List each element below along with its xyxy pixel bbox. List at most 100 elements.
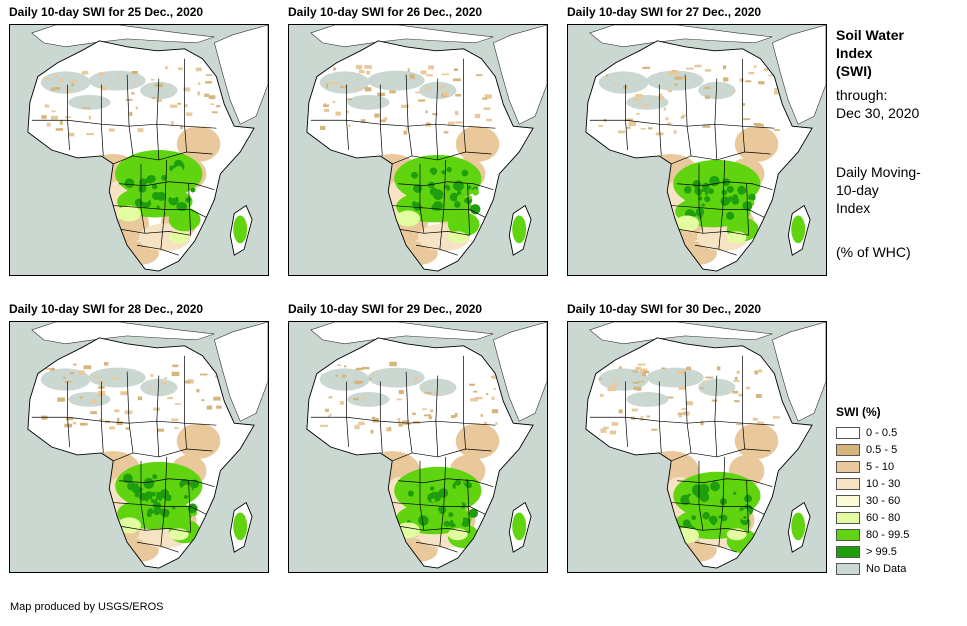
dry-speckle	[167, 396, 173, 400]
dry-speckle	[347, 98, 353, 101]
dry-speckle	[483, 107, 491, 111]
saturated-patch	[429, 486, 435, 491]
dry-speckle	[165, 66, 168, 70]
country-border	[679, 526, 749, 533]
dry-speckle	[475, 396, 483, 400]
dry-speckle	[50, 367, 55, 371]
dry-speckle	[774, 88, 778, 91]
country-border	[419, 163, 425, 234]
europe-landmass	[31, 322, 215, 345]
country-border	[121, 526, 191, 533]
saturated-patch	[748, 184, 754, 191]
dry-speckle	[377, 92, 386, 97]
country-border	[714, 375, 718, 457]
dry-speckle	[71, 82, 74, 87]
saturated-patch	[719, 498, 727, 506]
country-border	[658, 381, 662, 453]
dry-speckle	[677, 370, 686, 374]
dry-speckle	[215, 375, 219, 378]
country-border	[679, 229, 749, 236]
dry-speckle	[398, 389, 404, 395]
dry-speckle	[44, 104, 50, 108]
africa-map	[9, 321, 269, 573]
saturated-patch	[460, 517, 471, 527]
dry-speckle	[213, 396, 221, 401]
dry-speckle	[743, 118, 750, 121]
dry-speckle	[686, 67, 694, 70]
madagascar-coastline	[508, 501, 532, 553]
dry-speckle	[359, 69, 365, 74]
madagascar-coastline	[229, 501, 253, 553]
no-data-patch	[140, 378, 178, 397]
legend-swatch	[836, 511, 860, 524]
saturated-patch	[186, 177, 192, 183]
dry-speckle	[187, 379, 194, 384]
saturated-patch	[453, 500, 463, 510]
dry-speckle	[425, 110, 428, 114]
dry-speckle	[739, 78, 744, 82]
legend-swatch	[836, 443, 860, 456]
dry-speckle	[120, 391, 128, 396]
dry-speckle	[639, 368, 648, 373]
saturated-patch	[704, 196, 711, 203]
dry-speckle	[212, 111, 218, 114]
dry-region	[176, 126, 221, 162]
dry-speckle	[480, 414, 483, 417]
dry-speckle	[420, 70, 427, 75]
saturated-patch	[407, 490, 414, 497]
dry-speckle	[490, 363, 496, 368]
dry-speckle	[72, 421, 77, 425]
country-border	[346, 84, 349, 151]
madagascar-coastline	[787, 501, 811, 553]
dry-region	[734, 423, 779, 459]
dry-speckle	[742, 103, 746, 106]
middle-east-landmass	[214, 25, 268, 125]
dry-speckle	[348, 124, 351, 127]
saturated-patch	[152, 474, 158, 480]
dry-speckle	[344, 365, 347, 368]
madagascar-wet-region	[512, 215, 527, 244]
dry-speckle	[484, 94, 492, 99]
dry-speckle	[374, 113, 380, 118]
panel-title: Daily 10-day SWI for 27 Dec., 2020	[567, 5, 762, 19]
country-border	[140, 163, 146, 234]
dry-speckle	[199, 373, 208, 376]
dry-speckle	[628, 121, 637, 127]
dry-speckle	[598, 124, 603, 128]
dry-speckle	[208, 95, 216, 100]
dry-speckle	[609, 388, 617, 391]
legend-label: 80 - 99.5	[866, 528, 910, 541]
dry-speckle	[362, 396, 366, 400]
dry-speckle	[702, 380, 705, 385]
legend-item: 10 - 30	[836, 475, 909, 492]
dry-speckle	[455, 93, 462, 97]
dry-speckle	[412, 412, 416, 416]
dry-speckle	[335, 111, 341, 116]
dry-speckle	[339, 400, 344, 405]
dry-speckle	[86, 132, 94, 136]
dry-speckle	[150, 374, 154, 377]
saturated-patch	[716, 192, 723, 200]
dry-speckle	[137, 128, 144, 133]
madagascar-wet-region	[791, 215, 806, 244]
legend-label: 10 - 30	[866, 477, 901, 490]
dry-speckle	[213, 65, 221, 67]
dry-speckle	[44, 77, 50, 80]
saturated-patch	[432, 200, 443, 211]
saturated-patch	[744, 494, 752, 503]
country-border	[100, 381, 104, 453]
dry-speckle	[129, 111, 133, 117]
saturated-patch	[134, 492, 140, 498]
dry-speckle	[451, 414, 456, 419]
saturated-patch	[154, 200, 160, 206]
dry-speckle	[180, 125, 183, 130]
dry-speckle	[125, 427, 130, 430]
saturated-patch	[708, 188, 714, 195]
country-border	[346, 381, 349, 448]
legend-swatch	[836, 528, 860, 541]
dry-speckle	[611, 384, 618, 387]
dry-speckle	[768, 74, 775, 77]
country-border	[126, 371, 134, 453]
middle-east-landmass	[493, 25, 547, 125]
dry-speckle	[642, 66, 651, 70]
